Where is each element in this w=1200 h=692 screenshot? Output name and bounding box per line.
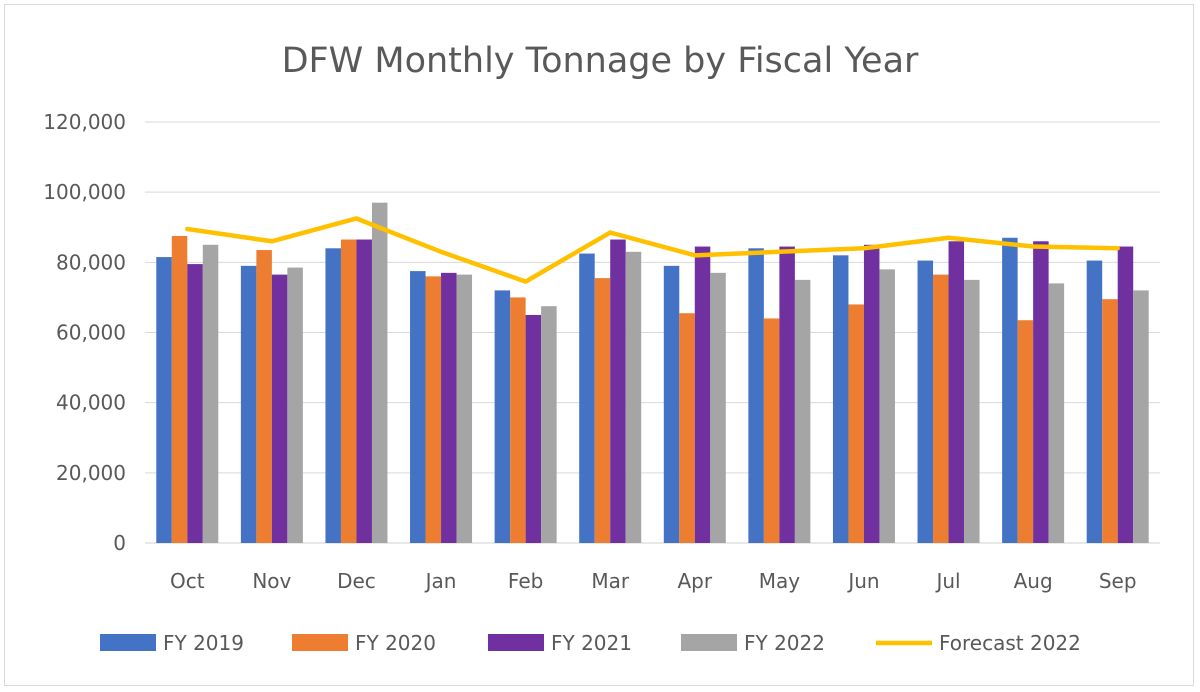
legend-label: FY 2021 <box>551 631 632 655</box>
x-tick-label: Nov <box>252 569 291 593</box>
bar-fy-2019-dec <box>325 248 341 544</box>
bar-fy-2019-sep <box>1086 260 1103 543</box>
legend-label: Forecast 2022 <box>939 631 1081 655</box>
bar-fy-2022-jul <box>964 279 980 543</box>
legend-label: FY 2020 <box>355 631 436 655</box>
bar-fy-2021-oct <box>187 264 203 543</box>
bar-fy-2019-nov <box>240 265 257 543</box>
y-axis-ticks: 0 20,000 40,000 60,000 80,000 100,000 120,000 <box>43 110 126 555</box>
bar-fy-2020-aug <box>1017 320 1034 543</box>
bar-fy-2020-may <box>763 318 780 543</box>
bar-fy-2022-sep <box>1133 290 1149 543</box>
bar-fy-2022-nov <box>287 267 303 543</box>
bar-fy-2019-mar <box>579 253 595 543</box>
chart-frame: DFW Monthly Tonnage by Fiscal Year 0 20,0… <box>4 4 1194 686</box>
bars <box>156 202 1149 544</box>
x-tick-label: Dec <box>337 569 376 593</box>
bar-fy-2019-apr <box>663 265 680 543</box>
bar-fy-2020-sep <box>1102 299 1118 543</box>
bar-fy-2020-oct <box>171 236 188 544</box>
bar-fy-2022-may <box>794 279 811 543</box>
bar-fy-2020-jul <box>933 274 949 543</box>
bar-fy-2020-apr <box>679 313 695 543</box>
legend-label: FY 2019 <box>163 631 244 655</box>
bar-fy-2022-jan <box>456 274 473 543</box>
bar-fy-2020-jun <box>848 304 864 543</box>
x-tick-label: Mar <box>591 569 630 593</box>
bar-fy-2020-mar <box>594 278 611 543</box>
bar-fy-2021-feb <box>525 314 542 543</box>
y-tick-label: 40,000 <box>56 391 126 415</box>
y-tick-label: 20,000 <box>56 461 126 485</box>
y-tick-label: 100,000 <box>43 180 126 204</box>
gridlines <box>145 121 1160 544</box>
legend-swatch <box>292 634 348 651</box>
x-tick-label: Jun <box>846 569 879 593</box>
bar-fy-2022-feb <box>541 306 557 543</box>
bar-fy-2022-jun <box>879 269 895 543</box>
x-tick-label: Aug <box>1014 569 1053 593</box>
bar-fy-2022-oct <box>202 244 219 543</box>
x-tick-label: Feb <box>508 569 543 593</box>
bar-fy-2022-dec <box>371 202 388 544</box>
chart-title: DFW Monthly Tonnage by Fiscal Year <box>282 41 919 81</box>
y-tick-label: 60,000 <box>56 321 126 345</box>
bar-fy-2022-mar <box>625 251 642 543</box>
x-axis-ticks: Oct Nov Dec Jan Feb Mar Apr May Jun Jul Aug Sep <box>170 569 1137 593</box>
bar-fy-2019-oct <box>156 257 172 543</box>
bar-fy-2020-jan <box>425 276 442 543</box>
bar-fy-2021-mar <box>610 239 626 543</box>
bar-fy-2021-jul <box>948 241 965 544</box>
bar-fy-2019-jan <box>410 271 426 543</box>
bar-fy-2021-jun <box>863 244 880 543</box>
forecast-line-group <box>185 216 1120 284</box>
bar-fy-2022-apr <box>710 272 726 543</box>
bar-fy-2021-jan <box>441 272 457 543</box>
x-tick-label: Oct <box>170 569 205 593</box>
bar-fy-2021-apr <box>694 246 711 543</box>
bar-fy-2021-aug <box>1033 241 1049 544</box>
legend-label: FY 2022 <box>744 631 825 655</box>
bar-fy-2019-may <box>748 248 764 544</box>
x-tick-label: May <box>759 569 801 593</box>
x-tick-label: Apr <box>677 569 712 593</box>
legend-swatch <box>100 634 156 651</box>
bar-fy-2021-sep <box>1117 246 1134 543</box>
legend: FY 2019 FY 2020 FY 2021 FY 2022 Forecast 202… <box>100 631 1081 655</box>
bar-fy-2019-feb <box>494 290 511 543</box>
forecast-line <box>185 216 1120 284</box>
bar-fy-2019-aug <box>1002 237 1018 543</box>
legend-swatch <box>681 634 737 651</box>
bar-fy-2019-jul <box>917 260 934 543</box>
bar-fy-2020-dec <box>340 239 357 543</box>
x-tick-label: Jul <box>934 569 960 593</box>
bar-fy-2022-aug <box>1048 283 1065 543</box>
y-tick-label: 120,000 <box>43 110 126 134</box>
y-tick-label: 0 <box>113 531 126 555</box>
bar-fy-2020-feb <box>510 297 526 543</box>
chart-svg: DFW Monthly Tonnage by Fiscal Year 0 20,0… <box>43 41 1160 655</box>
bar-fy-2019-jun <box>832 255 849 544</box>
legend-swatch <box>488 634 544 651</box>
bar-fy-2021-dec <box>356 239 372 543</box>
x-tick-label: Sep <box>1099 569 1137 593</box>
bar-fy-2020-nov <box>256 250 272 543</box>
bar-fy-2021-may <box>779 246 795 543</box>
y-tick-label: 80,000 <box>56 250 126 274</box>
bar-fy-2021-nov <box>271 274 288 543</box>
x-tick-label: Jan <box>424 569 457 593</box>
